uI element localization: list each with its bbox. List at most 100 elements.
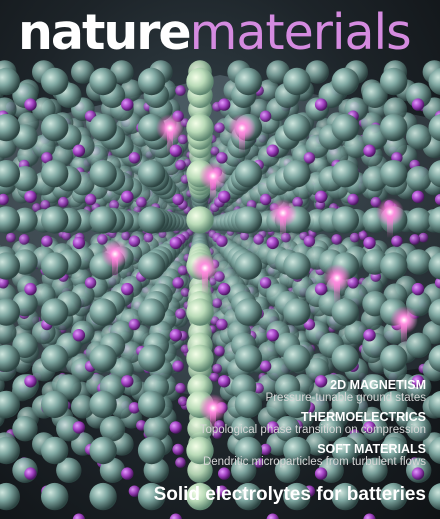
ion-sphere — [259, 443, 272, 456]
ion-sphere — [347, 193, 359, 206]
ion-sphere — [143, 232, 154, 243]
ion-sphere — [292, 196, 303, 208]
atom-sphere — [41, 113, 69, 142]
atom-sphere — [283, 436, 311, 465]
atom-sphere — [234, 482, 263, 511]
ion-sphere — [24, 282, 37, 296]
ion-sphere — [18, 234, 30, 245]
atom-sphere — [12, 332, 38, 358]
ion-sphere — [434, 277, 440, 289]
atom-sphere — [41, 67, 69, 96]
atom-sphere — [283, 160, 311, 188]
ion-sphere — [172, 277, 184, 289]
atom-sphere — [187, 416, 213, 442]
ion-sphere — [121, 231, 131, 241]
atom-sphere — [137, 252, 166, 280]
ion-sphere — [240, 231, 249, 241]
atom-sphere — [89, 482, 117, 511]
ion-sphere — [363, 144, 376, 157]
ion-sphere — [24, 190, 37, 203]
atom-sphere — [186, 436, 214, 465]
atom-sphere — [137, 160, 166, 188]
atom-sphere — [89, 206, 117, 234]
atom-sphere — [71, 395, 95, 419]
atom-sphere — [234, 160, 263, 188]
ion-sphere — [175, 382, 186, 394]
atom-sphere — [41, 482, 69, 511]
lead-story-headline: Solid electrolytes for batteries — [153, 484, 426, 505]
atom-sphere — [283, 390, 311, 419]
ion-sphere — [259, 193, 272, 206]
atom-sphere — [344, 320, 369, 345]
atom-sphere — [380, 436, 408, 465]
atom-sphere — [331, 344, 359, 372]
ion-sphere — [216, 485, 228, 497]
ion-sphere — [177, 265, 188, 276]
masthead-word-materials: materials — [189, 4, 412, 61]
ion-sphere — [121, 98, 134, 111]
ion-sphere — [210, 146, 220, 156]
atom-sphere — [283, 67, 311, 96]
ion-sphere — [349, 232, 360, 243]
ion-sphere — [363, 329, 376, 342]
ion-sphere — [253, 234, 264, 245]
atom-sphere — [12, 207, 38, 233]
ion-sphere — [180, 287, 190, 297]
glowing-ion — [323, 264, 351, 292]
coverline-detail: Topological phase transition on compress… — [199, 424, 426, 436]
atom-sphere — [71, 60, 95, 84]
atom-sphere — [137, 390, 166, 419]
ion-sphere — [72, 144, 86, 157]
ion-sphere — [169, 236, 182, 250]
atom-sphere — [89, 113, 117, 142]
atom-sphere — [99, 416, 126, 442]
atom-sphere — [283, 482, 311, 511]
atom-sphere — [0, 436, 20, 465]
ion-sphere — [266, 421, 279, 434]
atom-sphere — [137, 436, 166, 465]
ion-sphere — [72, 329, 86, 342]
atom-sphere — [0, 320, 17, 345]
ion-sphere — [169, 513, 182, 519]
ion-sphere — [172, 193, 184, 206]
atom-sphere — [186, 206, 214, 234]
masthead-word-nature: nature — [18, 4, 192, 61]
atom-sphere — [186, 298, 214, 326]
ion-sphere — [84, 277, 97, 289]
ion-sphere — [214, 420, 225, 431]
atom-sphere — [0, 67, 20, 96]
ion-sphere — [210, 372, 220, 382]
atom-sphere — [41, 344, 69, 372]
ion-sphere — [314, 375, 328, 388]
ion-sphere — [0, 277, 9, 289]
atom-sphere — [380, 67, 408, 96]
ion-sphere — [175, 159, 186, 171]
atom-sphere — [344, 134, 369, 159]
ion-sphere — [136, 196, 147, 208]
atom-sphere — [331, 436, 359, 465]
ion-sphere — [409, 234, 421, 245]
glowing-ion — [191, 254, 219, 282]
glowing-ion — [199, 162, 227, 190]
atom-sphere — [89, 436, 117, 465]
coverline-heading: SOFT MATERIALS — [317, 442, 426, 456]
ion-sphere — [24, 98, 37, 111]
ion-sphere — [121, 190, 134, 203]
atom-sphere — [406, 166, 432, 192]
atom-sphere — [283, 252, 311, 280]
atom-sphere — [380, 482, 408, 511]
atom-sphere — [41, 160, 69, 188]
ion-sphere — [41, 235, 53, 247]
atom-sphere — [41, 298, 69, 326]
atom-sphere — [331, 67, 359, 96]
ion-sphere — [97, 234, 108, 245]
atom-sphere — [234, 390, 263, 419]
ion-sphere — [314, 467, 328, 480]
atom-sphere — [380, 344, 408, 372]
ion-sphere — [363, 236, 376, 250]
ion-sphere — [32, 203, 42, 213]
ion-sphere — [72, 513, 86, 519]
ion-sphere — [128, 152, 141, 164]
ion-sphere — [212, 363, 223, 374]
atom-sphere — [362, 457, 388, 483]
